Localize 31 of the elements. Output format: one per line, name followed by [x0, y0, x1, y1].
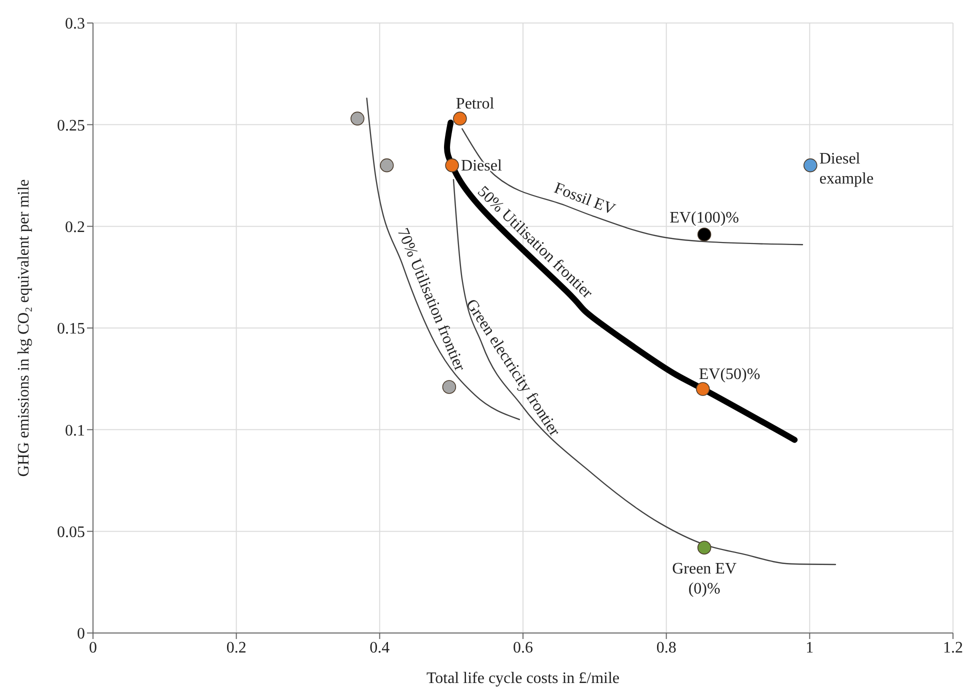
point: [697, 228, 712, 242]
point: [696, 382, 710, 396]
x-tick-label: 1.2: [943, 639, 963, 656]
series-label: Green EV (0)%: [672, 560, 737, 598]
series-label: EV(100)%: [670, 209, 739, 226]
point: [380, 158, 394, 172]
point: [350, 112, 364, 126]
series-label: EV(50)%: [698, 366, 760, 383]
y-tick-label: 0.15: [57, 320, 85, 338]
point: [453, 112, 467, 126]
point: [697, 540, 712, 554]
point: [445, 158, 459, 172]
y-tick-label: 0.2: [65, 219, 85, 236]
x-tick-label: 0.6: [513, 639, 533, 656]
x-tick-label: 0.8: [656, 639, 676, 656]
y-tick-label: 0.1: [65, 422, 85, 440]
y-tick-label: 0: [77, 626, 85, 643]
x-tick-label: 0.2: [226, 639, 246, 656]
series-label: Diesel example: [819, 150, 874, 188]
x-tick-label: 0: [89, 639, 97, 656]
y-tick-label: 0.25: [57, 117, 85, 134]
point: [803, 158, 818, 172]
y-tick-label: 0.3: [65, 16, 85, 33]
series-label: Petrol: [456, 96, 495, 113]
x-tick-label: 1: [806, 639, 814, 656]
point: [442, 380, 456, 394]
y-tick-label: 0.05: [57, 524, 85, 542]
y-axis-title: GHG emissions in kg CO₂ equivalent per mile: [16, 179, 33, 477]
text: Fossil EV: [552, 180, 618, 219]
x-axis-title: Total life cycle costs in £/mile: [426, 670, 620, 687]
x-tick-label: 0.4: [370, 639, 390, 656]
